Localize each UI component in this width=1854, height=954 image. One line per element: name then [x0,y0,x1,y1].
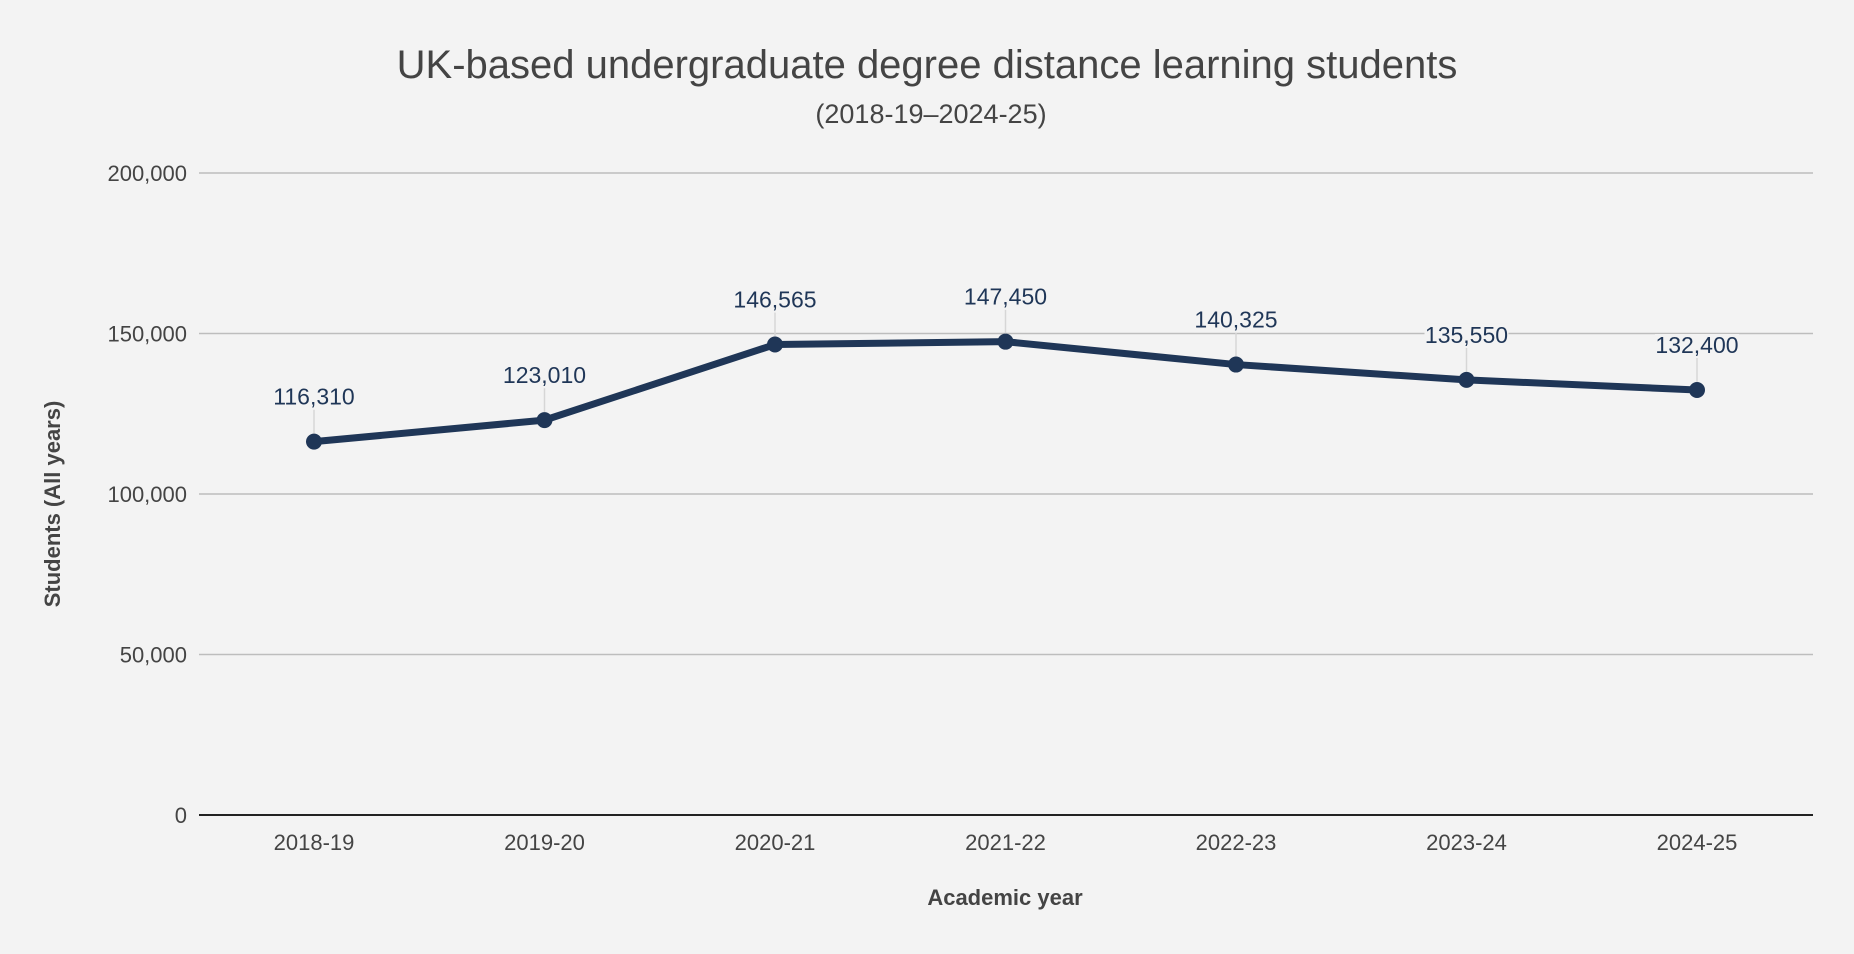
data-label: 135,550 [1425,322,1508,348]
x-tick-label: 2022-23 [1196,830,1277,855]
data-point-marker[interactable] [306,433,322,450]
data-label: 123,010 [503,362,586,388]
gridlines [199,172,1813,656]
data-label: 140,325 [1194,307,1277,333]
data-label-background [1655,333,1739,358]
x-tick-label: 2024-25 [1657,830,1738,855]
x-axis-title: Academic year [927,885,1083,910]
y-axis-title: Students (All years) [40,401,65,608]
y-tick-label: 150,000 [107,322,187,347]
y-axis-ticks: 0 50,000 100,000 150,000 200,000 [107,161,187,828]
chart-title: UK-based undergraduate degree distance l… [397,43,1458,87]
x-tick-label: 2019-20 [504,830,585,855]
x-tick-label: 2020-21 [735,830,816,855]
data-point-marker[interactable] [536,412,553,429]
data-label-background [502,364,587,389]
x-tick-label: 2021-22 [965,830,1046,855]
data-point-marker[interactable] [1228,356,1244,373]
data-label-background [1194,308,1278,333]
data-point-marker[interactable] [997,333,1014,350]
data-label-background [963,285,1048,310]
data-label: 147,450 [964,284,1047,310]
y-tick-label: 100,000 [107,482,187,507]
data-labels: 116,310 123,010 146,565 147,450 140,325 135,5… [272,284,1739,410]
data-label: 132,400 [1655,332,1738,358]
data-label: 116,310 [273,384,354,410]
y-tick-label: 0 [175,803,187,828]
data-markers [306,333,1705,450]
data-point-marker[interactable] [1458,371,1475,388]
data-label-background [272,385,356,410]
series-line [310,338,1701,446]
chart-subtitle: (2018-19–2024-25) [815,99,1046,129]
x-tick-label: 2023-24 [1426,830,1507,855]
data-label-background [733,288,817,313]
y-tick-label: 200,000 [107,161,187,186]
data-point-marker[interactable] [767,336,783,353]
x-axis-ticks: 2018-19 2019-20 2020-21 2021-22 2022-23 2023-… [274,830,1738,855]
x-tick-label: 2018-19 [274,830,355,855]
data-point-marker[interactable] [1689,381,1705,398]
data-label-background [1424,323,1509,348]
data-label-leaders [313,309,1698,434]
y-tick-label: 50,000 [120,643,187,668]
data-label: 146,565 [733,287,816,313]
